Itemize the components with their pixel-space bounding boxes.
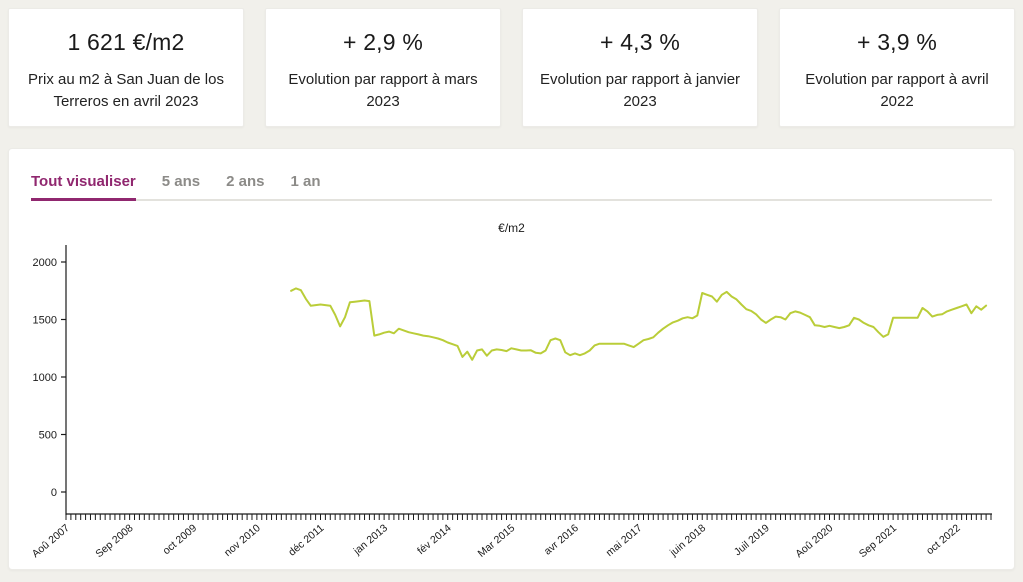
y-tick-label: 500 xyxy=(39,430,57,442)
y-tick-label: 2000 xyxy=(33,257,57,269)
y-tick-label: 1000 xyxy=(33,372,57,384)
stat-label: Evolution par rapport à janvier 2023 xyxy=(539,71,741,110)
x-tick-label: Mar 2015 xyxy=(476,522,518,560)
stat-cards: 1 621 €/m2 Prix au m2 à San Juan de los … xyxy=(0,0,1023,127)
stat-card-year-evolution: + 3,9 % Evolution par rapport à avril 20… xyxy=(779,8,1015,127)
x-tick-label: déc 2011 xyxy=(286,522,326,559)
stat-label: Prix au m2 à San Juan de los Terreros en… xyxy=(28,71,224,110)
stat-card-price: 1 621 €/m2 Prix au m2 à San Juan de los … xyxy=(8,8,244,127)
x-tick-label: Sep 2008 xyxy=(93,522,135,560)
chart-panel: Tout visualiser 5 ans 2 ans 1 an €/m2 0 5… xyxy=(8,148,1015,570)
stat-label: Evolution par rapport à mars 2023 xyxy=(288,71,478,110)
stat-value: + 2,9 % xyxy=(342,29,424,55)
x-tick-label: jan 2013 xyxy=(351,522,390,558)
y-tick-label: 0 xyxy=(51,487,57,499)
x-tick-label: avr 2016 xyxy=(542,522,581,558)
x-tick-label: Aoû 2020 xyxy=(793,522,835,560)
stat-card-month-evolution: + 2,9 % Evolution par rapport à mars 202… xyxy=(265,8,501,127)
x-tick-label: nov 2010 xyxy=(222,522,263,559)
x-tick-label: fév 2014 xyxy=(415,522,454,557)
tab-2-ans[interactable]: 2 ans xyxy=(226,173,265,190)
x-tick-label: oct 2022 xyxy=(924,522,963,557)
tab-5-ans[interactable]: 5 ans xyxy=(161,173,201,190)
stat-card-quarter-evolution: + 4,3 % Evolution par rapport à janvier … xyxy=(522,8,758,127)
price-chart: 0 500 1000 1500 2000 Aoû 2007 Sep 2008 oct 2009… xyxy=(9,237,1014,569)
y-tick-label: 1500 xyxy=(33,315,57,327)
period-tabs: Tout visualiser 5 ans 2 ans 1 an xyxy=(31,173,992,201)
x-tick-label: mai 2017 xyxy=(604,522,645,559)
x-tick-label: juin 2018 xyxy=(667,522,708,559)
price-line-series xyxy=(290,287,988,361)
stat-label: Evolution par rapport à avril 2022 xyxy=(805,71,989,110)
x-tick-label: Aoû 2007 xyxy=(30,522,72,560)
price-chart-svg: 0 500 1000 1500 2000 Aoû 2007 Sep 2008 oct 2009… xyxy=(30,245,992,560)
tab-tout-visualiser[interactable]: Tout visualiser xyxy=(31,173,136,201)
x-tick-label: Juil 2019 xyxy=(732,522,772,558)
chart-title: €/m2 xyxy=(498,221,525,235)
x-tick-label: oct 2009 xyxy=(161,522,200,557)
stat-value: + 4,3 % xyxy=(599,29,681,55)
stat-value: + 3,9 % xyxy=(856,29,938,55)
tab-1-an[interactable]: 1 an xyxy=(290,173,321,190)
x-tick-label: Sep 2021 xyxy=(857,522,899,560)
stat-value: 1 621 €/m2 xyxy=(67,29,185,55)
